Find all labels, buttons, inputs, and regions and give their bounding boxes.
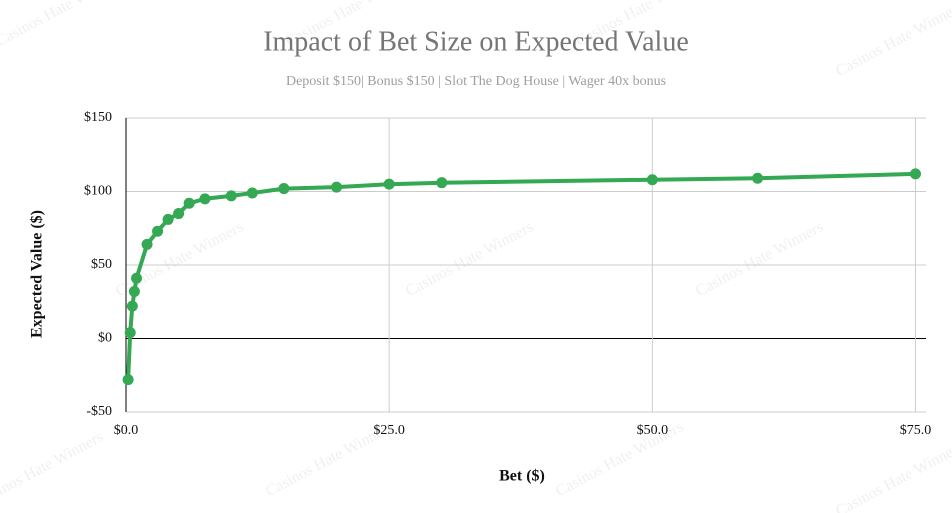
point xyxy=(122,374,134,386)
chart-title: Impact of Bet Size on Expected Value xyxy=(263,26,689,57)
x-tick-label: $75.0 xyxy=(900,423,932,438)
y-tick-label: $0 xyxy=(98,331,112,346)
point xyxy=(331,181,343,193)
watermark: Casinos Hate Winners xyxy=(833,438,952,513)
point xyxy=(183,197,195,209)
watermark: Casinos Hate Winners xyxy=(0,428,106,510)
y-axis-label: Expected Value ($) xyxy=(29,210,46,338)
point xyxy=(141,238,153,250)
point xyxy=(752,172,764,184)
y-tick-label: -$50 xyxy=(86,404,112,419)
point xyxy=(383,178,395,190)
watermark: Casinos Hate Winners xyxy=(833,0,952,80)
y-tick-label: $50 xyxy=(91,257,112,272)
x-tick-label: $0.0 xyxy=(114,423,139,438)
point xyxy=(278,183,290,195)
point xyxy=(162,213,174,225)
point xyxy=(436,177,448,189)
point xyxy=(131,272,143,284)
x-axis-label: Bet ($) xyxy=(499,468,545,485)
point xyxy=(124,327,136,339)
chart-subtitle: Deposit $150| Bonus $150 | Slot The Dog … xyxy=(286,74,666,89)
point xyxy=(646,174,658,186)
x-tick-label: $25.0 xyxy=(373,423,405,438)
point xyxy=(909,168,921,180)
x-tick-label: $50.0 xyxy=(637,423,669,438)
point xyxy=(152,225,164,237)
y-tick-label: $150 xyxy=(84,110,112,125)
point xyxy=(246,187,258,199)
watermark: Casinos Hate Winners xyxy=(403,218,536,300)
point xyxy=(126,300,138,312)
point xyxy=(225,190,237,202)
watermark: Casinos Hate Winners xyxy=(693,218,826,300)
point xyxy=(173,208,185,220)
watermark: Casinos Hate Winners xyxy=(0,0,126,50)
point xyxy=(128,285,140,297)
point xyxy=(199,193,211,205)
line xyxy=(126,171,916,380)
y-tick-label: $100 xyxy=(84,184,112,199)
